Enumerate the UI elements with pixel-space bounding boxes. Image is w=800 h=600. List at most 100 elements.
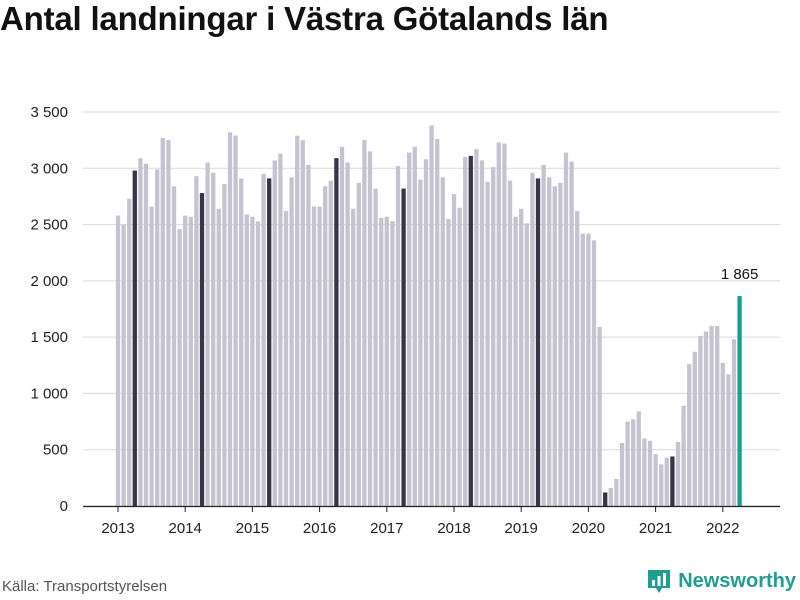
- bar: [737, 296, 742, 506]
- bar: [261, 173, 266, 506]
- y-tick-label: 2 500: [30, 217, 68, 234]
- bar: [726, 374, 731, 506]
- bar: [132, 170, 137, 506]
- brand-logo: Newsworthy: [646, 568, 796, 594]
- bar: [300, 140, 305, 506]
- bar: [451, 194, 457, 507]
- bar: [149, 206, 154, 506]
- bar: [412, 146, 417, 506]
- annotation: 1 865: [721, 266, 759, 283]
- bar: [160, 137, 165, 507]
- y-tick-label: 2 000: [30, 273, 68, 290]
- bar: [659, 464, 664, 506]
- y-tick-label: 0: [60, 498, 68, 515]
- bar: [709, 325, 714, 506]
- bar: [317, 206, 322, 506]
- bar: [127, 198, 132, 506]
- bar: [367, 151, 373, 506]
- bar: [597, 327, 602, 506]
- x-tick-label: 2022: [706, 520, 739, 537]
- bar: [423, 159, 429, 506]
- bar: [586, 233, 591, 506]
- bar: [429, 125, 434, 506]
- x-tick-label: 2013: [101, 520, 134, 537]
- bar: [216, 208, 221, 506]
- bar: [356, 182, 361, 507]
- bar: [278, 153, 283, 506]
- bar: [183, 215, 188, 506]
- chart-title: Antal landningar i Västra Götalands län: [0, 0, 609, 37]
- bar: [519, 208, 524, 506]
- bar: [155, 169, 160, 506]
- bar: [345, 162, 350, 506]
- bar: [222, 184, 227, 506]
- bar: [323, 186, 328, 506]
- bar: [295, 135, 300, 506]
- bar: [535, 178, 541, 506]
- bar: [311, 206, 317, 506]
- bar: [524, 223, 529, 506]
- newsworthy-logo-icon: [648, 570, 671, 593]
- bar: [328, 180, 333, 506]
- bar: [334, 158, 339, 506]
- bar: [625, 421, 630, 506]
- source-label: Källa: Transportstyrelsen: [2, 578, 168, 595]
- latest-value-label: 1 865: [721, 266, 759, 283]
- bar: [446, 218, 451, 506]
- bar: [362, 140, 367, 506]
- x-axis: 2013 2014 2015 2016 2017 2018 2019 2020 2021 2022: [83, 505, 780, 537]
- bar: [479, 160, 485, 507]
- bar: [636, 411, 641, 506]
- bar: [205, 162, 210, 506]
- bar: [194, 176, 199, 506]
- bar: [558, 182, 563, 507]
- bar: [675, 441, 681, 506]
- bar: [373, 188, 378, 506]
- bar: [418, 179, 423, 507]
- bar: [289, 177, 294, 506]
- bar: [138, 158, 143, 506]
- bar: [267, 178, 272, 506]
- bar: [569, 161, 574, 506]
- x-tick-label: 2014: [169, 520, 202, 537]
- bar: [692, 351, 697, 506]
- bar: [580, 233, 585, 506]
- bar: [351, 208, 356, 506]
- x-tick-label: 2017: [370, 520, 403, 537]
- bar: [171, 186, 177, 506]
- bar: [401, 188, 406, 506]
- x-tick-label: 2016: [303, 520, 336, 537]
- bar: [720, 363, 725, 506]
- bar: [681, 405, 686, 506]
- bar: [614, 478, 619, 506]
- bar: [687, 364, 692, 506]
- bar: [435, 139, 440, 506]
- brand-name: Newsworthy: [678, 569, 796, 592]
- bar: [703, 331, 709, 506]
- bar: [552, 186, 557, 506]
- bar: [390, 221, 395, 507]
- bar: [166, 140, 171, 506]
- bar: [143, 163, 149, 507]
- bar: [653, 454, 658, 506]
- bar: [463, 157, 468, 506]
- bar: [255, 221, 261, 507]
- y-tick-label: 3 000: [30, 160, 68, 177]
- bar: [631, 419, 636, 506]
- bar: [199, 193, 205, 506]
- bar: [698, 336, 703, 506]
- bar: [608, 487, 613, 506]
- bar: [642, 438, 647, 506]
- bar: [306, 164, 311, 506]
- bar: [664, 457, 669, 506]
- bar: [407, 152, 412, 507]
- bar: [513, 216, 518, 507]
- bar: [591, 240, 597, 506]
- bar: [670, 456, 675, 506]
- x-tick-label: 2020: [572, 520, 605, 537]
- bar: [502, 143, 507, 506]
- x-tick-label: 2018: [437, 520, 470, 537]
- bar: [395, 166, 401, 506]
- bar: [233, 135, 238, 506]
- bar: [283, 211, 289, 506]
